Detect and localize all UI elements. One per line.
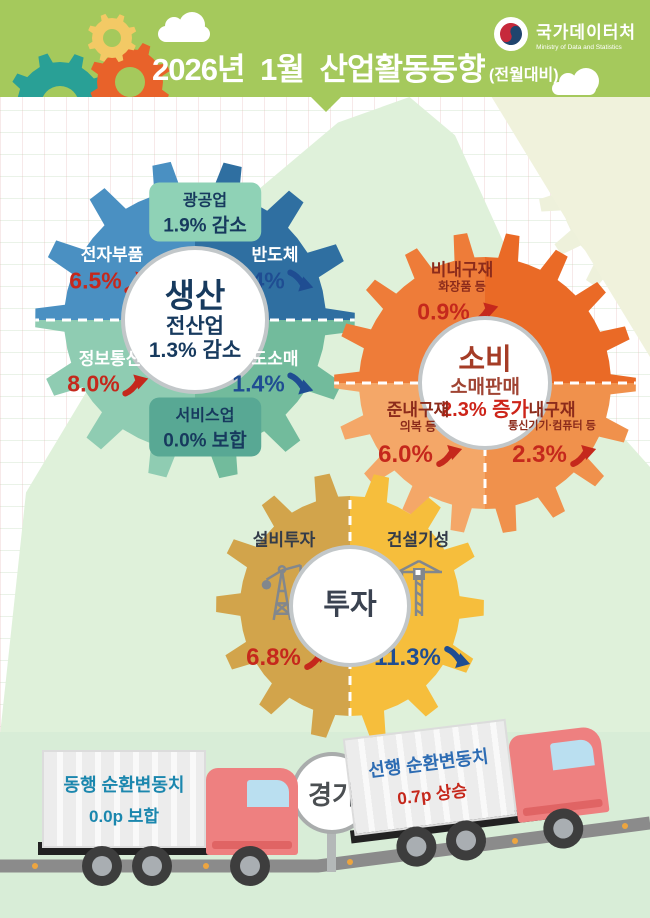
header-yellow-gear-icon bbox=[87, 13, 137, 63]
down-arrow-icon bbox=[287, 269, 314, 291]
truck-wheel bbox=[132, 846, 172, 886]
consumption-hub: 소비 소매판매 2.3% 증가 bbox=[418, 316, 552, 450]
leading-value: 0.7p 상승 bbox=[396, 781, 469, 809]
coincident-truck: 동행 순환변동치 0.0p 보합 bbox=[38, 750, 306, 890]
durables-value: 2.3% bbox=[512, 441, 596, 469]
leading-label: 선행 순환변동치 bbox=[367, 746, 490, 781]
truck-wheel bbox=[230, 846, 270, 886]
taegeuk-icon bbox=[494, 17, 529, 51]
semidurables-value: 6.0% bbox=[378, 441, 462, 469]
cloud-icon bbox=[158, 12, 210, 42]
semidurables-label: 준내구재 bbox=[386, 400, 450, 420]
down-arrow-icon bbox=[443, 646, 470, 668]
agency-logo: 국가데이터처 Ministry of Data and Statistics bbox=[493, 16, 636, 52]
ict-value: 8.0% bbox=[67, 371, 149, 398]
mining-label: 광공업 bbox=[182, 192, 228, 210]
down-arrow-icon bbox=[287, 372, 314, 394]
services-label: 서비스업 bbox=[175, 407, 235, 425]
ict-label: 정보통신 bbox=[78, 349, 142, 369]
mining-box: 광공업 1.9% 감소 bbox=[149, 182, 261, 242]
page-subtitle: (전월대비) bbox=[489, 67, 559, 84]
investment-gear: 설비투자 6.8% 건설기성 11.3% bbox=[212, 468, 488, 744]
production-total-value: 1.3% 감소 bbox=[148, 338, 242, 362]
durables-label: 내구재 bbox=[528, 400, 576, 420]
semidurables-sub: 의복 등 bbox=[399, 419, 437, 434]
sign-pole bbox=[327, 828, 336, 872]
construction-label: 건설기성 bbox=[386, 530, 450, 550]
truck-wheel bbox=[82, 846, 122, 886]
up-arrow-icon bbox=[122, 374, 149, 396]
investment-hub: 투자 bbox=[289, 545, 411, 667]
consumption-total-value: 2.3% 증가 bbox=[441, 399, 529, 422]
nondurables-sub: 화장품 등 bbox=[438, 279, 486, 294]
agency-subtitle: Ministry of Data and Statistics bbox=[536, 43, 622, 51]
investment-title: 투자 bbox=[323, 589, 377, 622]
wholesale-retail-value: 1.4% bbox=[232, 371, 314, 398]
truck-container: 선행 순환변동치 0.7p 상승 bbox=[342, 718, 518, 837]
page-title: 2026년 1월 산업활동동향 bbox=[152, 52, 486, 87]
nondurables-label: 비내구재 bbox=[430, 260, 494, 280]
electronic-parts-label: 전자부품 bbox=[80, 245, 144, 265]
facility-investment-label: 설비투자 bbox=[252, 530, 316, 550]
wholesale-retail-label: 도소매 bbox=[251, 349, 299, 369]
production-hub: 생산 전산업 1.3% 감소 bbox=[121, 246, 269, 394]
semiconductor-label: 반도체 bbox=[251, 245, 299, 265]
truck-container: 동행 순환변동치 0.0p 보합 bbox=[42, 750, 206, 848]
up-arrow-icon bbox=[569, 445, 596, 467]
durables-sub: 통신기기·컴퓨터 등 bbox=[508, 420, 596, 432]
services-box: 서비스업 0.0% 보합 bbox=[149, 397, 261, 457]
header-teal-gear-icon bbox=[7, 53, 113, 97]
consumption-gear: 비내구재 화장품 등 0.9% 소비 소매판매 2.3% 증가 준내구재 의복 … bbox=[330, 228, 640, 538]
mining-value: 1.9% 감소 bbox=[163, 215, 247, 237]
production-total-label: 전산업 bbox=[166, 314, 224, 338]
header-tail bbox=[311, 97, 341, 112]
agency-name: 국가데이터처 bbox=[536, 22, 636, 42]
production-title: 생산 bbox=[164, 276, 226, 314]
consumption-total-label: 소매판매 bbox=[450, 377, 520, 399]
cloud-icon bbox=[552, 68, 599, 95]
truck-window bbox=[549, 738, 595, 771]
truck-cab bbox=[206, 768, 298, 855]
coincident-label: 동행 순환변동치 bbox=[63, 775, 185, 795]
header: 2026년 1월 산업활동동향 (전월대비) 국가데이터처 Ministry o… bbox=[0, 0, 650, 97]
production-gear: 광공업 1.9% 감소 전자부품 6.5% 반도체 4.4% 생산 전산업 1.… bbox=[30, 155, 360, 485]
consumption-title: 소비 bbox=[458, 343, 512, 376]
truck-window bbox=[247, 780, 289, 807]
construction-value: 11.3% bbox=[374, 644, 470, 672]
up-arrow-icon bbox=[435, 445, 462, 467]
services-value: 0.0% 보합 bbox=[163, 430, 247, 452]
coincident-value: 0.0p 보합 bbox=[88, 807, 160, 826]
